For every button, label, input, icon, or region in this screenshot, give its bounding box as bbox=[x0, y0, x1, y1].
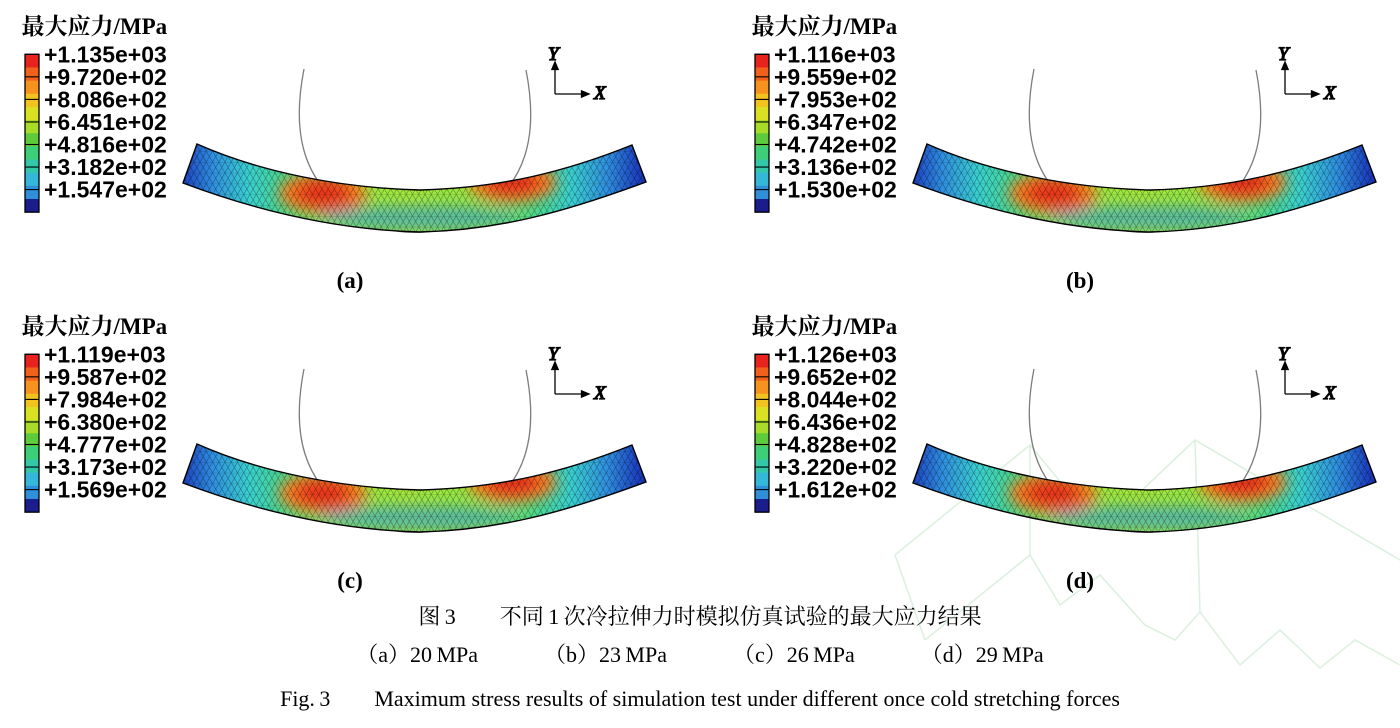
svg-text:最大应力/MPa: 最大应力/MPa bbox=[22, 314, 168, 339]
svg-text:+1.612e+02: +1.612e+02 bbox=[774, 477, 897, 503]
svg-text:+1.547e+02: +1.547e+02 bbox=[44, 177, 167, 203]
svg-text:Y: Y bbox=[1278, 344, 1291, 365]
svg-text:最大应力/MPa: 最大应力/MPa bbox=[752, 314, 898, 339]
svg-text:(a): (a) bbox=[337, 268, 364, 293]
svg-text:Y: Y bbox=[548, 44, 561, 65]
svg-text:X: X bbox=[1323, 383, 1337, 404]
svg-text:X: X bbox=[593, 383, 607, 404]
svg-text:最大应力/MPa: 最大应力/MPa bbox=[752, 14, 898, 39]
svg-text:Y: Y bbox=[548, 344, 561, 365]
svg-text:(b): (b) bbox=[1066, 268, 1094, 293]
svg-text:最大应力/MPa: 最大应力/MPa bbox=[22, 14, 168, 39]
svg-text:X: X bbox=[1323, 83, 1337, 104]
svg-text:+1.569e+02: +1.569e+02 bbox=[44, 477, 167, 503]
svg-text:(c): (c) bbox=[337, 568, 363, 593]
svg-text:+1.530e+02: +1.530e+02 bbox=[774, 177, 897, 203]
svg-text:X: X bbox=[593, 83, 607, 104]
svg-text:(d): (d) bbox=[1066, 568, 1094, 593]
svg-text:Y: Y bbox=[1278, 44, 1291, 65]
